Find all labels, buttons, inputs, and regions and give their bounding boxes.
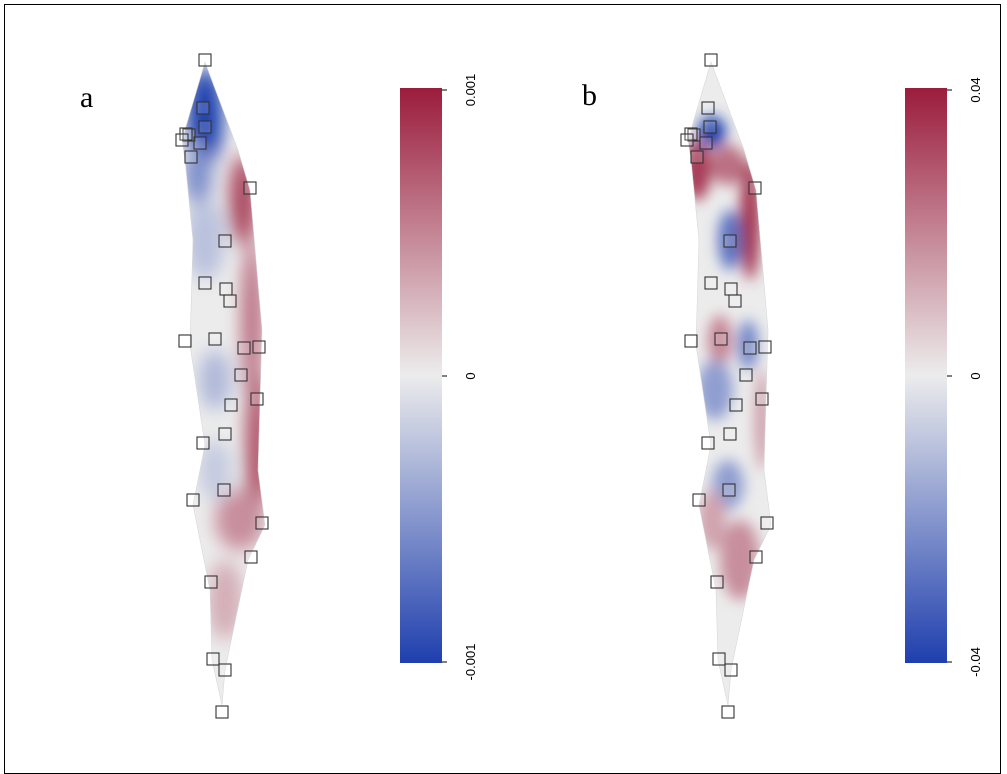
landmark-marker-a-20 [218, 427, 232, 441]
landmark-marker-b-19 [755, 392, 769, 406]
landmark-marker-b-11 [724, 282, 738, 296]
landmark-marker-b-14 [714, 332, 728, 346]
landmark-marker-b-6 [699, 136, 713, 150]
landmark-marker-b-20 [723, 427, 737, 441]
shape-outline-b [687, 61, 772, 706]
landmark-marker-b-7 [690, 150, 704, 164]
landmark-marker-b-28 [724, 663, 738, 677]
field-hotspot-b-2 [710, 145, 746, 185]
landmark-marker-a-25 [244, 550, 258, 564]
landmark-marker-a-15 [237, 341, 251, 355]
field-hotspot-a-8 [199, 440, 231, 500]
colorbar-b: 0.04 0 -0.04 [905, 77, 983, 677]
landmark-marker-b-12 [728, 294, 742, 308]
landmark-marker-a-28 [218, 663, 232, 677]
landmark-marker-a-14 [208, 332, 222, 346]
landmark-marker-a-17 [234, 368, 248, 382]
colorbar-mid-label-b: 0 [968, 372, 983, 379]
landmark-marker-a-10 [198, 276, 212, 290]
field-hotspot-b-8 [755, 370, 769, 470]
landmark-marker-b-2 [703, 120, 717, 134]
field-hotspot-a-7 [199, 350, 231, 410]
landmark-marker-b-16 [758, 340, 772, 354]
colorbar-min-label-a: -0.001 [463, 644, 478, 681]
landmark-marker-a-22 [217, 483, 231, 497]
landmark-marker-a-16 [252, 340, 266, 354]
landmark-marker-a-24 [255, 516, 269, 530]
field-hotspot-a-2 [185, 200, 225, 280]
landmark-marker-a-12 [223, 294, 237, 308]
colorbar-gradient-a [400, 88, 442, 663]
field-hotspot-a-4 [242, 240, 262, 400]
field-hotspot-a-1 [184, 145, 212, 205]
landmark-marker-b-1 [701, 101, 715, 115]
landmark-marker-a-1 [196, 101, 210, 115]
landmark-marker-b-17 [739, 368, 753, 382]
landmark-marker-b-15 [743, 341, 757, 355]
field-hotspot-b-4 [718, 210, 742, 270]
landmark-marker-a-0 [198, 53, 212, 67]
landmark-marker-a-19 [250, 392, 264, 406]
colorbar-mid-label-a: 0 [463, 372, 478, 379]
landmark-marker-b-26 [710, 575, 724, 589]
landmark-marker-b-24 [760, 516, 774, 530]
field-hotspot-a-6 [215, 490, 265, 550]
landmark-marker-a-29 [215, 705, 229, 719]
landmark-marker-a-6 [193, 136, 207, 150]
landmark-marker-a-5 [175, 133, 189, 147]
field-hotspot-b-6 [738, 320, 758, 370]
landmark-marker-a-26 [204, 575, 218, 589]
landmark-marker-a-7 [184, 150, 198, 164]
landmark-marker-a-27 [206, 652, 220, 666]
landmark-marker-a-11 [219, 282, 233, 296]
landmark-marker-a-2 [198, 120, 212, 134]
panel-letter-a: a [80, 81, 93, 114]
colorbar-max-label-b: 0.04 [968, 77, 983, 102]
colorbar-gradient-b [905, 88, 947, 663]
landmark-marker-a-23 [186, 493, 200, 507]
panel-b: b 0.04 0 -0.04 [582, 53, 983, 719]
landmark-marker-b-0 [704, 53, 718, 67]
landmark-marker-a-13 [178, 334, 192, 348]
field-hotspot-b-7 [697, 360, 733, 420]
landmark-marker-b-21 [701, 436, 715, 450]
landmark-marker-a-8 [243, 181, 257, 195]
landmark-marker-b-13 [684, 334, 698, 348]
landmark-marker-b-10 [704, 276, 718, 290]
colorbar-a: 0.001 0 -0.001 [400, 74, 478, 681]
landmark-marker-b-23 [692, 493, 706, 507]
shape-outline-a [181, 61, 266, 706]
landmark-marker-b-9 [723, 234, 737, 248]
panel-letter-b: b [582, 79, 597, 112]
field-hotspot-a-9 [207, 560, 243, 640]
landmark-marker-b-8 [748, 181, 762, 195]
field-hotspot-b-0 [698, 116, 726, 148]
field-hotspot-b-5 [708, 315, 732, 365]
colorbar-max-label-a: 0.001 [463, 74, 478, 107]
landmark-markers-b [680, 53, 774, 719]
landmark-marker-a-18 [224, 398, 238, 412]
landmark-markers-a [175, 53, 269, 719]
landmark-marker-b-25 [749, 550, 763, 564]
landmark-marker-b-27 [712, 652, 726, 666]
landmark-marker-b-29 [721, 705, 735, 719]
landmark-marker-b-18 [729, 398, 743, 412]
landmark-marker-b-5 [680, 133, 694, 147]
colorbar-min-label-b: -0.04 [968, 647, 983, 677]
field-hotspot-a-3 [229, 155, 257, 245]
landmark-marker-a-21 [196, 436, 210, 450]
field-hotspot-b-3 [740, 160, 760, 280]
panel-a: a 0.001 0 -0.001 [80, 53, 478, 719]
landmark-marker-b-22 [722, 483, 736, 497]
landmark-marker-a-9 [218, 234, 232, 248]
